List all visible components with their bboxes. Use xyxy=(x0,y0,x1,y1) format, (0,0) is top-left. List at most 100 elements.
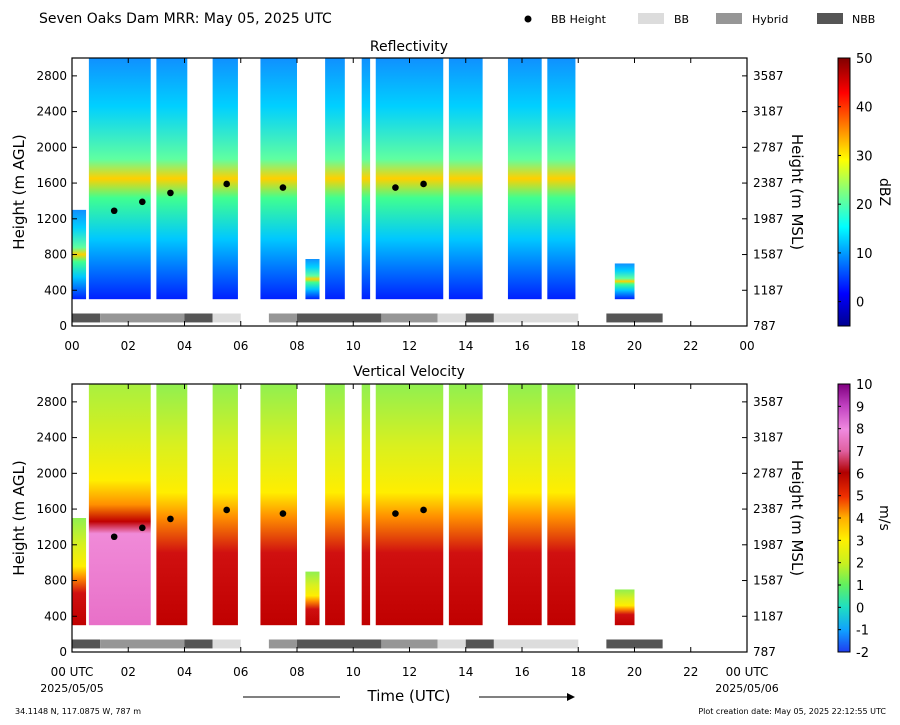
legend-nbb-label: NBB xyxy=(852,13,875,26)
reflectivity-echo-period xyxy=(72,209,87,300)
velocity-colorbar-tick-label: 6 xyxy=(856,467,864,482)
site-location: 34.1148 N, 117.0875 W, 787 m xyxy=(15,707,141,716)
reflectivity-x-tick-label: 10 xyxy=(346,339,361,353)
velocity-colorbar-tick-label: 0 xyxy=(856,601,864,616)
velocity-bb-type-bar xyxy=(297,639,382,649)
reflectivity-x-tick-label: 20 xyxy=(627,339,642,353)
reflectivity-colorbar-tick-label: 0 xyxy=(856,296,864,311)
velocity-echo-period xyxy=(361,384,371,626)
reflectivity-x-tick-label: 04 xyxy=(177,339,192,353)
reflectivity-bb-height-point xyxy=(167,189,174,197)
reflectivity-echo-period xyxy=(448,58,483,300)
velocity-x-tick-label: 04 xyxy=(177,665,192,679)
velocity-bb-type-bar xyxy=(437,639,466,649)
reflectivity-echo-period xyxy=(88,58,151,300)
velocity-bb-type-bar xyxy=(493,639,579,649)
reflectivity-echo-period xyxy=(614,263,635,300)
velocity-y-tick-label: 400 xyxy=(44,609,67,623)
end-date-label: 2025/05/06 xyxy=(715,682,778,695)
reflectivity-bb-height-point xyxy=(392,184,399,191)
start-date-label: 2025/05/05 xyxy=(40,682,103,695)
velocity-y-tick-label-right: 787 xyxy=(753,645,776,659)
velocity-y-tick-label-right: 1987 xyxy=(753,538,784,552)
reflectivity-x-tick-label: 00 xyxy=(739,339,754,353)
reflectivity-y-tick-label-right: 1187 xyxy=(753,283,784,297)
reflectivity-x-tick-label: 02 xyxy=(121,339,136,353)
reflectivity-echo-period xyxy=(325,58,345,300)
velocity-y-tick-label: 1200 xyxy=(36,538,67,552)
velocity-y-tick-label-right: 2387 xyxy=(753,502,784,516)
reflectivity-echo-period xyxy=(260,58,297,300)
velocity-y-tick-label-right: 3587 xyxy=(753,395,784,409)
velocity-bb-type-bar xyxy=(184,639,213,649)
reflectivity-y-tick-label: 2800 xyxy=(36,69,67,83)
reflectivity-x-tick-label: 06 xyxy=(233,339,248,353)
velocity-panel: Vertical Velocity 00 UTC 02 04 06 08 10 12 14 16… xyxy=(10,364,892,679)
velocity-colorbar-tick-label: 1 xyxy=(856,579,864,594)
velocity-y-tick-label: 2800 xyxy=(36,395,67,409)
legend-hybrid-label: Hybrid xyxy=(752,13,788,26)
reflectivity-y-tick-label: 1600 xyxy=(36,176,67,190)
plot-creation-date: Plot creation date: May 05, 2025 22:12:5… xyxy=(698,707,886,716)
velocity-y-tick-label-right: 3187 xyxy=(753,431,784,445)
velocity-plot-area: 00 UTC 02 04 06 08 10 12 14 16 18 20 22 00 UTC 0 787 40… xyxy=(36,383,784,679)
velocity-y-tick-label: 2000 xyxy=(36,466,67,480)
reflectivity-bb-height-point xyxy=(223,180,230,188)
velocity-colorbar-tick-label: 8 xyxy=(856,423,864,438)
reflectivity-x-tick-label: 16 xyxy=(514,339,529,353)
velocity-y-tick-label: 2400 xyxy=(36,431,67,445)
velocity-bb-type-bar xyxy=(606,639,663,649)
reflectivity-bb-height-point xyxy=(420,180,427,188)
velocity-colorbar-tick-label: 7 xyxy=(856,445,864,460)
reflectivity-colorbar-tick-label: 40 xyxy=(856,101,873,116)
velocity-echo-period xyxy=(260,384,297,626)
velocity-bb-type-bar xyxy=(381,639,438,649)
velocity-x-tick-label: 06 xyxy=(233,665,248,679)
legend-bb-height-label: BB Height xyxy=(551,13,607,26)
velocity-colorbar-label: m/s xyxy=(876,505,892,531)
legend-bb-label: BB xyxy=(674,13,689,26)
velocity-y-tick-label-right: 2787 xyxy=(753,466,784,480)
x-axis-label: Time (UTC) xyxy=(367,687,451,705)
velocity-x-tick-label: 00 UTC xyxy=(726,665,769,679)
velocity-bb-height-point xyxy=(167,515,174,523)
reflectivity-bb-type-bar xyxy=(100,313,185,323)
reflectivity-bb-type-bar xyxy=(212,313,241,323)
velocity-colorbar-tick-label: 10 xyxy=(856,378,873,393)
velocity-bb-height-point xyxy=(279,510,287,517)
reflectivity-x-tick-label: 00 xyxy=(64,339,79,353)
reflectivity-echo-period xyxy=(212,58,238,300)
velocity-colorbar-tick-label: 4 xyxy=(856,512,864,527)
reflectivity-y-tick-label: 400 xyxy=(44,283,67,297)
velocity-echo-period xyxy=(507,384,542,626)
reflectivity-bb-height-point xyxy=(110,207,118,215)
velocity-echo-period xyxy=(375,384,444,626)
reflectivity-bb-type-bar xyxy=(72,313,101,323)
reflectivity-bb-type-bar xyxy=(606,313,663,323)
velocity-echo-period xyxy=(72,518,87,626)
reflectivity-y-tick-label-right: 2787 xyxy=(753,140,784,154)
reflectivity-colorbar-tick-label: 10 xyxy=(856,247,873,262)
reflectivity-x-tick-label: 22 xyxy=(683,339,698,353)
reflectivity-bb-type-bar xyxy=(493,313,579,323)
velocity-bb-type-bar xyxy=(100,639,185,649)
velocity-bb-height-point xyxy=(223,506,230,514)
velocity-y-tick-label: 800 xyxy=(44,574,67,588)
reflectivity-echo-period xyxy=(361,58,371,300)
reflectivity-bb-type-bar xyxy=(381,313,438,323)
reflectivity-colorbar-tick-label: 20 xyxy=(856,198,873,213)
velocity-bb-type-bar xyxy=(268,639,297,649)
velocity-bb-type-bar xyxy=(212,639,241,649)
legend-bb-swatch xyxy=(638,13,664,24)
reflectivity-bb-height-point xyxy=(279,184,287,191)
reflectivity-x-tick-label: 14 xyxy=(458,339,473,353)
reflectivity-y-tick-label: 800 xyxy=(44,248,67,262)
reflectivity-echo-period xyxy=(547,58,576,300)
velocity-y-tick-label: 1600 xyxy=(36,502,67,516)
velocity-x-tick-label: 16 xyxy=(514,665,529,679)
velocity-x-tick-label: 18 xyxy=(571,665,586,679)
reflectivity-y-tick-label-right: 3587 xyxy=(753,69,784,83)
velocity-title: Vertical Velocity xyxy=(353,364,465,380)
